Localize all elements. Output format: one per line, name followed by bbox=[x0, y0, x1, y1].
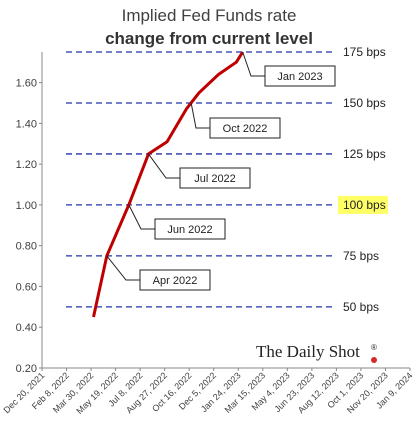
annotation-leader bbox=[106, 255, 140, 281]
reference-label: 150 bps bbox=[343, 96, 386, 110]
annotation-box bbox=[264, 65, 336, 87]
chart-title: Implied Fed Funds rate bbox=[121, 6, 297, 25]
reference-label: 50 bps bbox=[343, 300, 379, 314]
annotation-leader bbox=[148, 153, 180, 179]
data-series-line bbox=[92, 51, 244, 318]
reference-label: 75 bps bbox=[343, 249, 379, 263]
y-tick-label: 1.20 bbox=[16, 159, 37, 171]
annotation-leader bbox=[128, 204, 155, 230]
annotation-leader bbox=[190, 102, 210, 129]
highlight-box bbox=[338, 195, 388, 214]
y-tick-label: 0.80 bbox=[16, 241, 37, 253]
brand-dot bbox=[371, 357, 377, 363]
reference-label: 125 bps bbox=[343, 147, 386, 161]
reference-label: 100 bps bbox=[343, 198, 386, 212]
chart-subtitle: change from current level bbox=[105, 29, 313, 48]
annotation-box bbox=[179, 167, 251, 189]
reference-label: 175 bps bbox=[343, 45, 386, 59]
brand-logo: The Daily Shot bbox=[256, 342, 360, 361]
annotation-label: Oct 2022 bbox=[223, 123, 268, 135]
annotation-label: Apr 2022 bbox=[153, 275, 198, 287]
y-tick-label: 0.40 bbox=[16, 322, 37, 334]
brand-registered-mark: ® bbox=[371, 343, 377, 352]
annotation-label: Jan 2023 bbox=[277, 71, 322, 83]
annotation-box bbox=[209, 117, 281, 139]
y-tick-label: 1.60 bbox=[16, 78, 37, 90]
y-tick-label: 0.60 bbox=[16, 281, 37, 293]
y-tick-label: 1.40 bbox=[16, 118, 37, 130]
annotation-box bbox=[139, 269, 211, 291]
annotation-label: Jul 2022 bbox=[194, 173, 236, 185]
annotation-leader bbox=[242, 51, 265, 77]
y-tick-label: 1.00 bbox=[16, 200, 37, 212]
y-tick-label: 0.20 bbox=[16, 363, 37, 375]
annotation-box bbox=[154, 218, 226, 240]
annotation-label: Jun 2022 bbox=[167, 224, 212, 236]
